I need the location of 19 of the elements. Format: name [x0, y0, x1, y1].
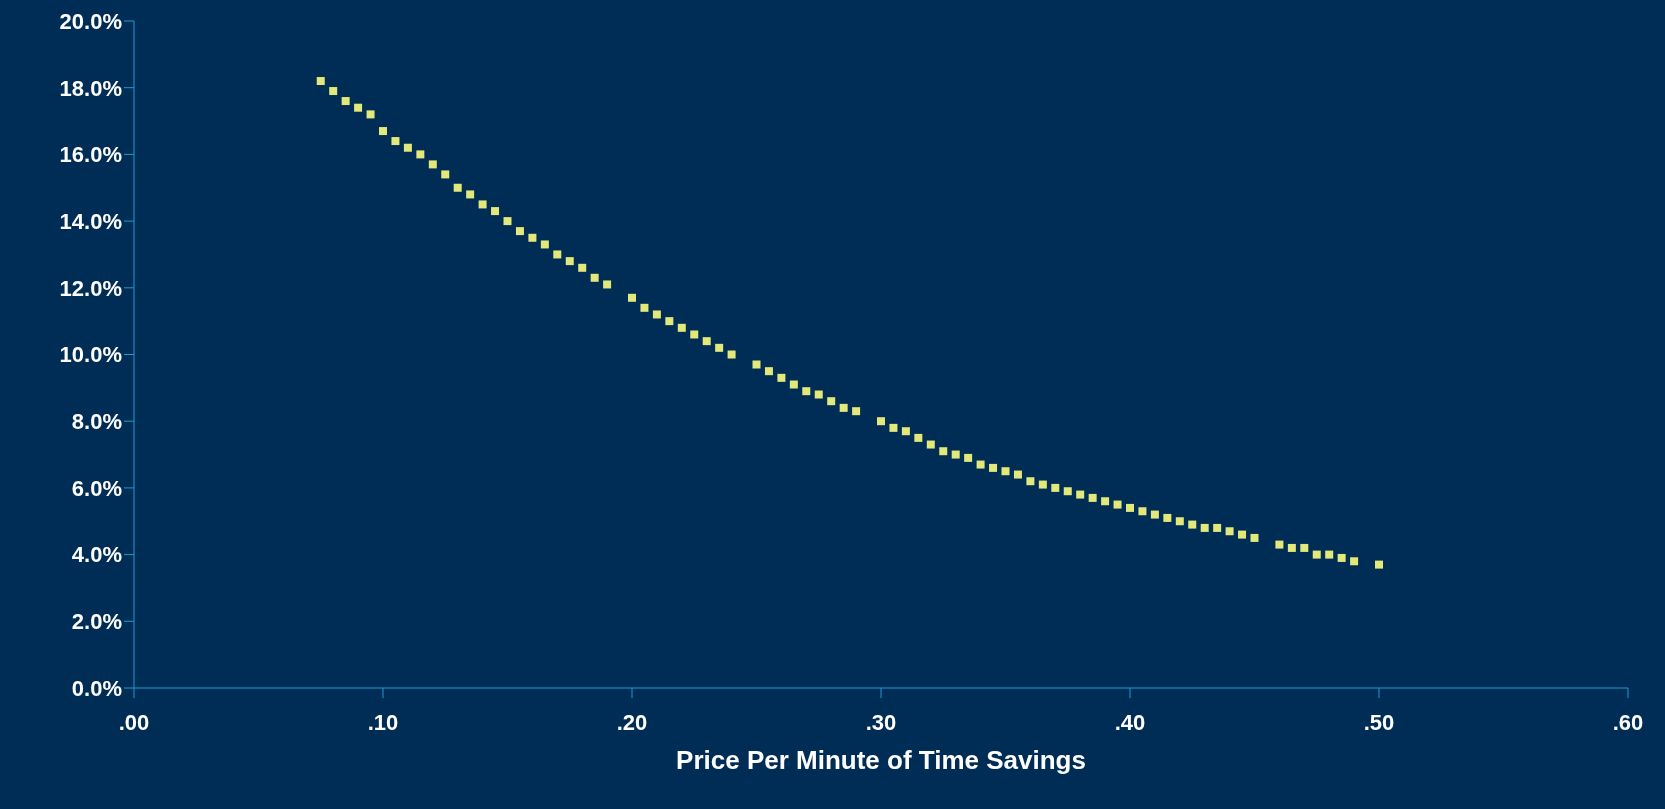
y-tick-label: 16.0%: [59, 142, 122, 168]
x-tick-label: .50: [1363, 709, 1395, 735]
y-tick-label: 12.0%: [59, 275, 122, 301]
y-tick-label: 18.0%: [59, 75, 122, 101]
y-tick-label: 2.0%: [71, 609, 122, 635]
x-tick-label: .00: [118, 709, 150, 735]
x-tick-label: .60: [1612, 709, 1644, 735]
y-tick-label: 20.0%: [59, 8, 122, 34]
x-tick-label: .40: [1114, 709, 1146, 735]
y-tick-label: 4.0%: [71, 542, 122, 568]
y-tick-label: 6.0%: [71, 475, 122, 501]
y-tick-label: 8.0%: [71, 409, 122, 435]
y-tick-label: 0.0%: [71, 675, 122, 701]
x-tick-label: .10: [367, 709, 399, 735]
x-tick-label: .20: [616, 709, 648, 735]
y-tick-label: 14.0%: [59, 208, 122, 234]
x-tick-label: .30: [865, 709, 897, 735]
y-tick-label: 10.0%: [59, 342, 122, 368]
x-axis-title: Price Per Minute of Time Savings: [676, 745, 1086, 775]
